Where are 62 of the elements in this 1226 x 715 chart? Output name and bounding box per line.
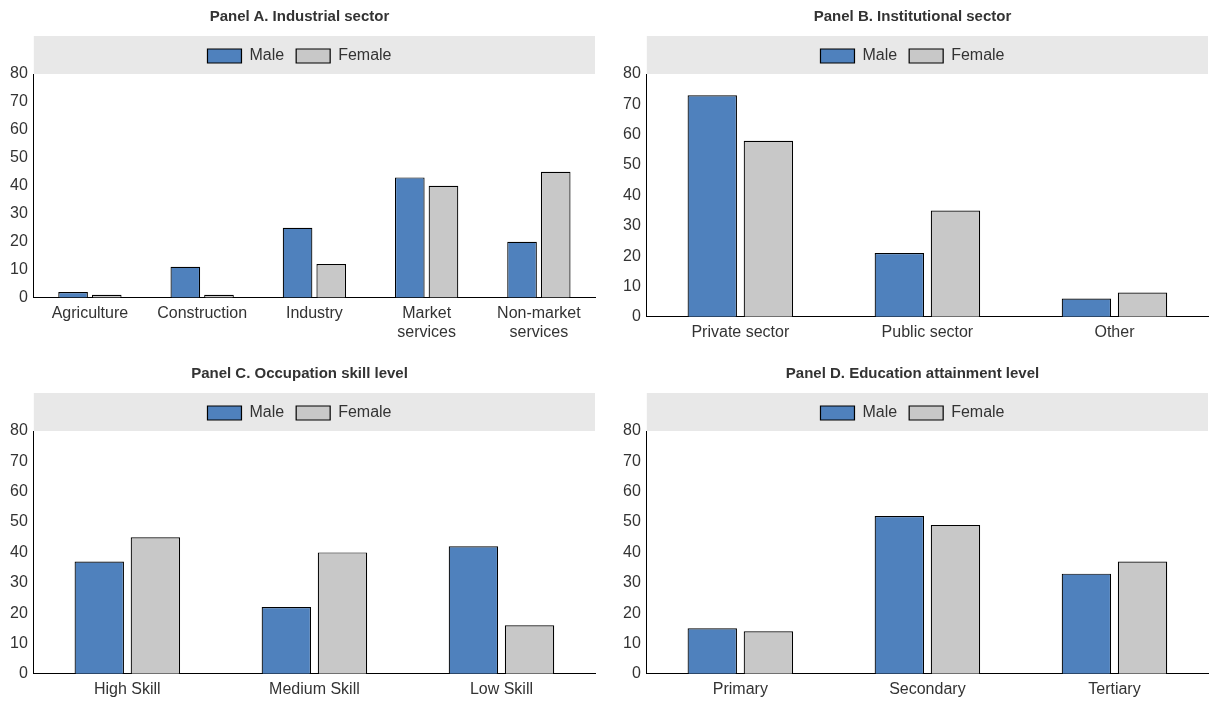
y-tick-label: 80 [10, 64, 28, 82]
y-tick-label: 10 [623, 276, 641, 294]
y-tick-label: 20 [10, 232, 28, 250]
x-tick-label: Industry [285, 303, 343, 321]
y-tick-label: 80 [10, 421, 28, 439]
y-tick-label: 30 [10, 204, 28, 222]
legend-label: Female [338, 403, 392, 421]
y-tick-label: 50 [623, 512, 641, 530]
y-tick-label: 50 [10, 148, 28, 166]
chart-title: Panel B. Institutional sector [813, 7, 1012, 25]
x-tick-label: Agriculture [51, 303, 129, 321]
y-tick-label: 50 [10, 512, 28, 530]
y-tick-label: 80 [623, 64, 641, 82]
x-tick-label: Low Skill [469, 679, 534, 697]
x-tick-label: Primary [712, 679, 768, 697]
x-tick-label: Tertiary [1088, 679, 1141, 697]
x-tick-label: Secondary [889, 679, 966, 697]
y-tick-label: 20 [10, 603, 28, 621]
y-tick-label: 40 [623, 185, 641, 203]
legend-label: Male [249, 46, 285, 64]
y-tick-label: 10 [623, 633, 641, 651]
y-tick-label: 0 [631, 307, 641, 325]
y-tick-label: 60 [623, 125, 641, 143]
y-tick-label: 10 [10, 260, 28, 278]
x-tick-label: Other [1094, 322, 1136, 340]
y-tick-label: 70 [623, 451, 641, 469]
x-tick-label: High Skill [93, 679, 161, 697]
x-tick-label: Construction [157, 303, 248, 321]
y-tick-label: 40 [10, 542, 28, 560]
y-tick-label: 30 [623, 216, 641, 234]
y-tick-label: 70 [623, 94, 641, 112]
y-tick-label: 70 [10, 92, 28, 110]
chart-title: Panel D. Education attainment level [785, 364, 1040, 382]
y-tick-label: 80 [623, 421, 641, 439]
y-tick-label: 40 [10, 176, 28, 194]
x-tick-label: Medium Skill [269, 679, 360, 697]
chart-title: Panel C. Occupation skill level [191, 364, 408, 382]
y-tick-label: 60 [10, 120, 28, 138]
legend-label: Female [338, 46, 392, 64]
y-tick-label: 70 [10, 451, 28, 469]
x-tick-label: Private sector [691, 322, 790, 340]
y-tick-label: 0 [631, 664, 641, 682]
y-tick-label: 20 [623, 246, 641, 264]
chart-title: Panel A. Industrial sector [209, 7, 390, 25]
y-tick-label: 60 [623, 482, 641, 500]
y-tick-label: 60 [10, 482, 28, 500]
legend-label: Male [249, 403, 285, 421]
y-tick-label: 30 [10, 573, 28, 591]
y-tick-label: 50 [623, 155, 641, 173]
x-tick-label: Non-market services [497, 303, 582, 340]
legend-label: Female [951, 46, 1005, 64]
y-tick-label: 0 [18, 288, 28, 306]
x-tick-label: Public sector [881, 322, 974, 340]
legend-label: Male [862, 46, 898, 64]
y-tick-label: 10 [10, 633, 28, 651]
legend-label: Female [951, 403, 1005, 421]
x-tick-label: Market services [397, 303, 456, 340]
legend-label: Male [862, 403, 898, 421]
y-tick-label: 20 [623, 603, 641, 621]
y-tick-label: 0 [18, 664, 28, 682]
y-tick-label: 30 [623, 573, 641, 591]
y-tick-label: 40 [623, 542, 641, 560]
